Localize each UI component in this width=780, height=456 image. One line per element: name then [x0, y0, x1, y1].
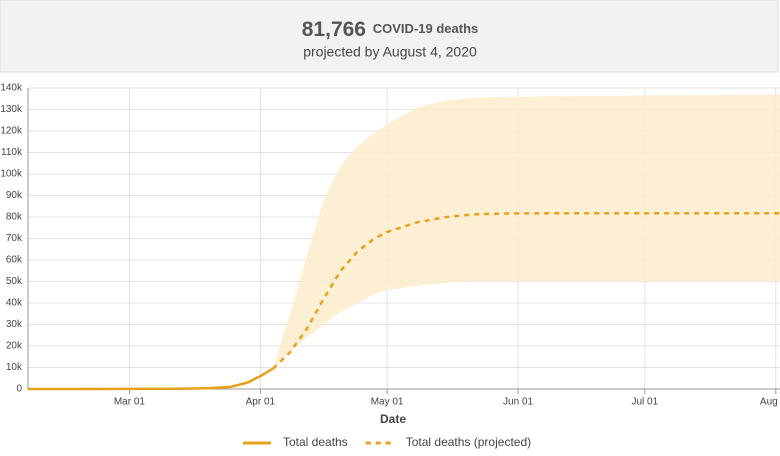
x-tick-label: Jun 01	[503, 397, 533, 408]
y-tick-label: 30k	[6, 319, 23, 330]
y-tick-label: 20k	[6, 341, 23, 352]
series-line	[28, 367, 274, 391]
x-axis-label: Date	[380, 412, 406, 426]
headline: 81,766 COVID-19 deaths	[302, 18, 479, 41]
x-tick-label: Jul 01	[631, 397, 658, 408]
y-tick-label: 10k	[6, 362, 23, 373]
y-tick-label: 100k	[0, 169, 23, 180]
headline-text: COVID-19 deaths	[373, 21, 478, 36]
y-tick-label: 90k	[6, 190, 23, 201]
series-line	[272, 211, 780, 370]
uncertainty-band	[273, 94, 780, 369]
y-tick-label: 130k	[0, 104, 23, 115]
y-tick-label: 0	[16, 384, 22, 395]
y-tick-label: 40k	[6, 298, 23, 309]
x-tick-label: Aug 01	[760, 397, 780, 408]
x-tick-label: May 01	[371, 397, 404, 408]
y-tick-label: 80k	[6, 212, 23, 223]
y-tick-label: 120k	[0, 126, 23, 137]
y-tick-label: 50k	[6, 276, 23, 287]
x-tick-label: Mar 01	[114, 397, 146, 408]
legend-label: Total deaths	[283, 435, 348, 449]
subtitle: projected by August 4, 2020	[303, 44, 477, 60]
x-tick-label: Apr 01	[246, 397, 276, 408]
y-tick-label: 110k	[1, 147, 23, 158]
header-box	[0, 0, 779, 73]
y-tick-label: 140k	[0, 83, 23, 94]
headline-value: 81,766	[302, 18, 366, 41]
legend-label: Total deaths (projected)	[406, 435, 531, 449]
y-tick-label: 70k	[6, 233, 23, 244]
y-tick-label: 60k	[6, 255, 23, 266]
